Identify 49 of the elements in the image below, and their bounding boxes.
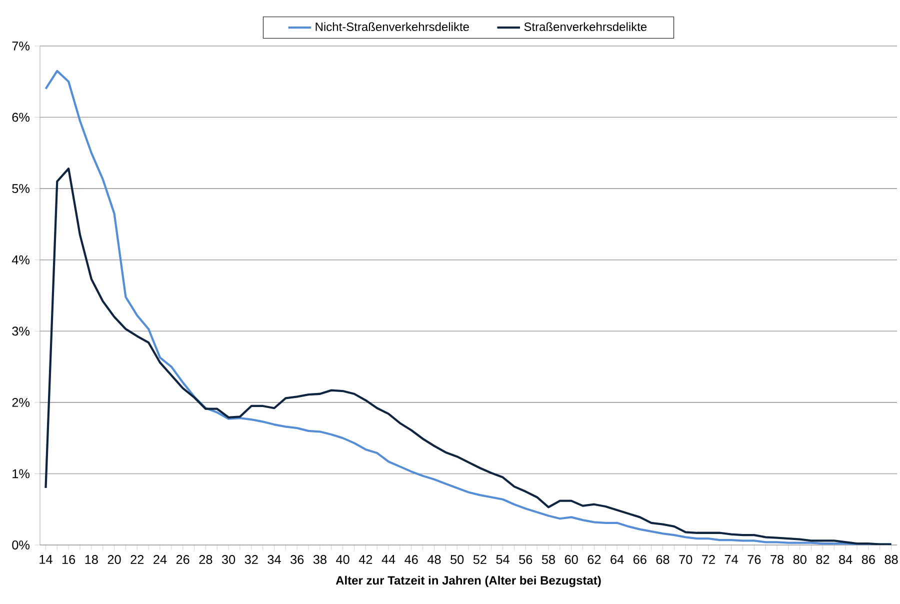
y-tick-label: 0% [12, 540, 30, 550]
x-tick-label: 26 [176, 555, 190, 564]
x-tick-label: 52 [473, 555, 486, 564]
x-tick-label: 48 [427, 555, 441, 564]
x-tick-label: 36 [290, 555, 304, 564]
x-tick-label: 44 [382, 555, 396, 564]
y-tick-label: 3% [12, 326, 30, 336]
x-tick-label: 70 [679, 555, 692, 564]
x-tick-label: 62 [588, 555, 601, 564]
legend-label: Nicht-Straßenverkehrsdelikte [316, 22, 469, 32]
y-tick-label: 6% [12, 112, 30, 122]
x-tick-label: 18 [85, 555, 98, 564]
x-tick-label: 24 [154, 555, 167, 564]
x-tick-label: 60 [564, 555, 578, 564]
x-tick-label: 80 [793, 555, 806, 564]
legend-label: Straßenverkehrsdelikte [524, 22, 647, 32]
x-tick-label: 84 [839, 555, 852, 564]
x-tick-label: 46 [404, 555, 418, 564]
x-tick-label: 86 [862, 555, 875, 564]
y-tick-label: 5% [12, 184, 30, 194]
x-tick-label: 32 [244, 555, 258, 564]
x-tick-label: 38 [313, 555, 326, 564]
x-tick-label: 66 [634, 555, 646, 564]
x-tick-label: 72 [702, 555, 715, 564]
y-tick-label: 1% [12, 469, 30, 478]
x-tick-label: 56 [519, 555, 532, 564]
x-tick-label: 22 [130, 555, 144, 564]
x-tick-label: 78 [770, 555, 784, 564]
x-tick-label: 54 [496, 555, 510, 564]
x-tick-label: 74 [724, 555, 738, 564]
x-tick-label: 34 [268, 555, 281, 564]
x-tick-label: 76 [748, 555, 761, 564]
x-tick-label: 58 [542, 555, 555, 564]
y-tick-label: 4% [12, 255, 30, 264]
x-tick-label: 14 [40, 555, 52, 564]
x-tick-label: 16 [62, 555, 76, 564]
x-tick-label: 68 [656, 555, 670, 564]
x-axis-title: Alter zur Tatzeit in Jahren (Alter bei Bezugstat) [336, 576, 601, 588]
y-tick-label: 2% [12, 398, 30, 407]
y-tick-label: 7% [12, 42, 30, 50]
x-tick-label: 42 [358, 555, 372, 564]
x-tick-label: 20 [108, 555, 121, 564]
x-tick-label: 30 [222, 555, 236, 564]
x-tick-label: 50 [450, 555, 464, 564]
x-tick-label: 28 [199, 555, 212, 564]
x-tick-label: 64 [610, 555, 624, 564]
x-tick-label: 40 [336, 555, 350, 564]
x-tick-label: 82 [816, 555, 830, 564]
x-tick-label: 88 [884, 555, 898, 564]
